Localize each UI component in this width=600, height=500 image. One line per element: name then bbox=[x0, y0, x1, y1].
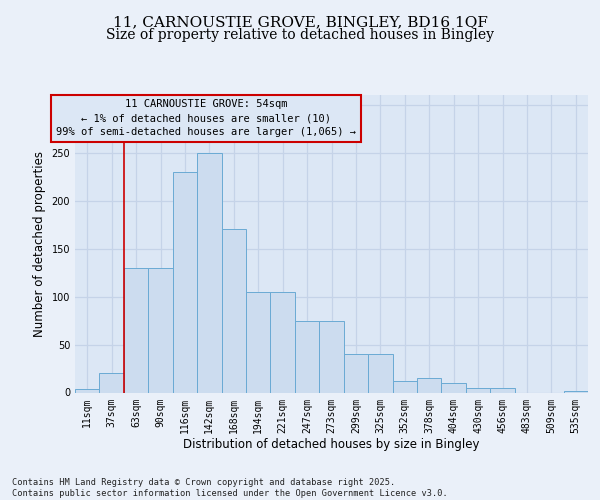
Bar bbox=[173, 172, 197, 392]
Bar bbox=[221, 230, 246, 392]
Bar bbox=[319, 320, 344, 392]
Y-axis label: Number of detached properties: Number of detached properties bbox=[33, 151, 46, 337]
Bar bbox=[295, 320, 319, 392]
X-axis label: Distribution of detached houses by size in Bingley: Distribution of detached houses by size … bbox=[183, 438, 480, 451]
Bar bbox=[246, 292, 271, 392]
Bar bbox=[124, 268, 148, 392]
Bar bbox=[197, 152, 221, 392]
Text: 11, CARNOUSTIE GROVE, BINGLEY, BD16 1QF: 11, CARNOUSTIE GROVE, BINGLEY, BD16 1QF bbox=[113, 15, 487, 29]
Bar bbox=[563, 390, 588, 392]
Bar bbox=[392, 381, 417, 392]
Text: 11 CARNOUSTIE GROVE: 54sqm
← 1% of detached houses are smaller (10)
99% of semi-: 11 CARNOUSTIE GROVE: 54sqm ← 1% of detac… bbox=[56, 100, 356, 138]
Bar bbox=[490, 388, 515, 392]
Bar bbox=[75, 388, 100, 392]
Bar bbox=[442, 383, 466, 392]
Text: Size of property relative to detached houses in Bingley: Size of property relative to detached ho… bbox=[106, 28, 494, 42]
Bar bbox=[100, 374, 124, 392]
Text: Contains HM Land Registry data © Crown copyright and database right 2025.
Contai: Contains HM Land Registry data © Crown c… bbox=[12, 478, 448, 498]
Bar bbox=[417, 378, 442, 392]
Bar bbox=[466, 388, 490, 392]
Bar bbox=[368, 354, 392, 393]
Bar bbox=[148, 268, 173, 392]
Bar bbox=[271, 292, 295, 392]
Bar bbox=[344, 354, 368, 393]
